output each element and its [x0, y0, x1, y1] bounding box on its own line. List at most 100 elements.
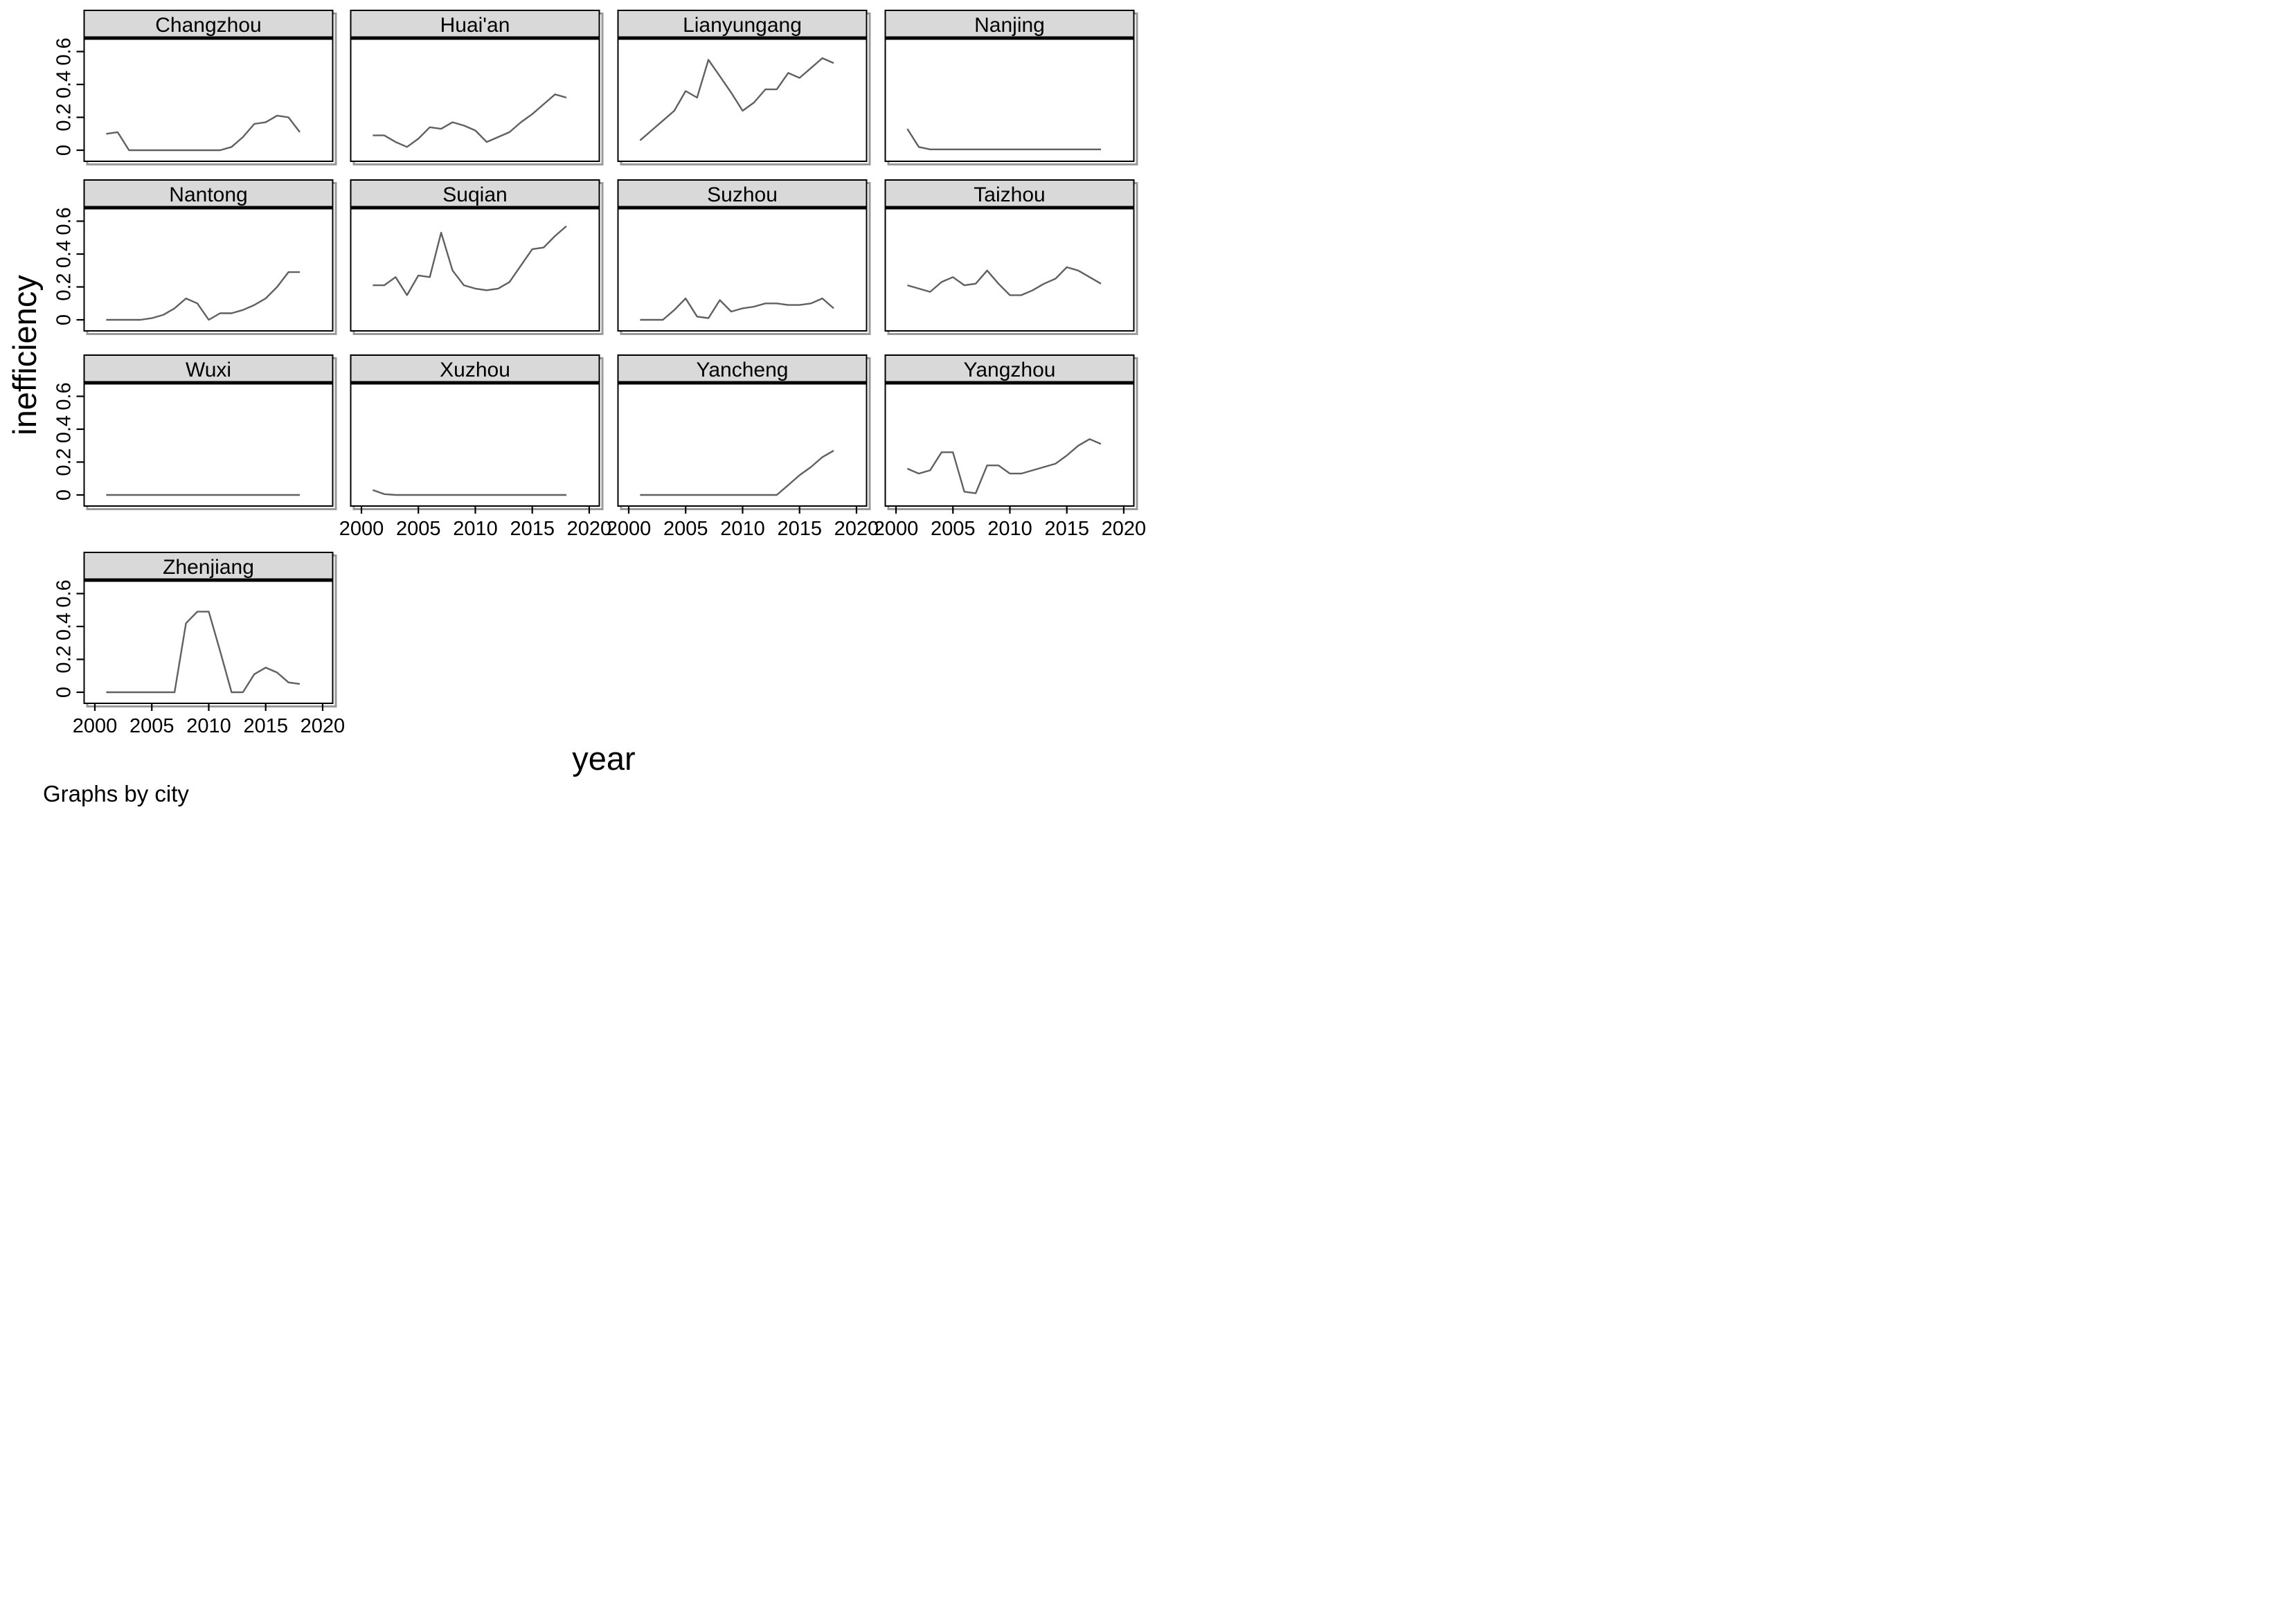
- panel-header: [83, 10, 334, 39]
- plot-area: [83, 207, 334, 332]
- y-tick-label: 0.6: [53, 579, 75, 607]
- x-axis-title: year: [572, 740, 635, 777]
- panel-title: Suqian: [442, 183, 507, 206]
- panel-header: [884, 354, 1135, 384]
- panel-header: [350, 354, 600, 384]
- x-tick-label: 2010: [987, 518, 1032, 540]
- series-line: [906, 128, 1101, 151]
- panel-zhenjiang: Zhenjiang 0 0.2 0.4 0.6 2000 2005 2010 2015 2020: [53, 552, 346, 737]
- panel-huaian: Huai'an: [350, 10, 604, 165]
- series-line: [373, 225, 567, 296]
- panel-changzhou: Changzhou 0 0.2 0.4 0.6: [53, 10, 337, 165]
- panel-header: [884, 10, 1135, 39]
- x-tick-label: 2020: [567, 518, 612, 540]
- x-tick-label: 2020: [834, 518, 879, 540]
- series-line: [373, 93, 567, 148]
- y-tick-label: 0: [53, 314, 75, 325]
- y-tick-label: 0.2: [53, 645, 75, 673]
- series-line: [106, 114, 301, 152]
- series-line: [640, 449, 834, 496]
- x-tick-label: 2015: [1044, 518, 1089, 540]
- x-tick-label: 2005: [129, 715, 174, 737]
- y-tick-label: 0: [53, 687, 75, 698]
- panel-header: [350, 179, 600, 208]
- panel-wuxi: Wuxi 0 0.2 0.4 0.6: [53, 354, 337, 510]
- x-tick-label: 2010: [453, 518, 498, 540]
- x-tick-label: 2005: [931, 518, 976, 540]
- plot-area: [884, 207, 1135, 332]
- panel-title: Changzhou: [155, 14, 261, 37]
- plot-area: [350, 37, 600, 162]
- panel-title: Suzhou: [707, 183, 778, 206]
- series-line: [640, 297, 834, 321]
- panel-title: Lianyungang: [683, 14, 802, 37]
- panel-title: Zhenjiang: [163, 556, 254, 579]
- y-tick-label: 0.4: [53, 71, 75, 98]
- y-tick-label: 0.6: [53, 207, 75, 235]
- y-tick-label: 0.6: [53, 37, 75, 65]
- series-line: [906, 438, 1102, 494]
- panel-lianyungang: Lianyungang: [617, 10, 871, 165]
- x-tick-label: 2000: [607, 518, 652, 540]
- series-line: [106, 611, 301, 694]
- plot-area: [83, 382, 334, 507]
- series-line: [106, 271, 300, 321]
- caption-graphs-by-city: Graphs by city: [43, 781, 189, 806]
- series-line: [639, 57, 834, 141]
- panel-title: Xuzhou: [440, 359, 510, 381]
- panel-title: Taizhou: [974, 183, 1045, 206]
- plot-area: [350, 207, 600, 332]
- faceted-line-chart: Changzhou 0 0.2 0.4 0.6 Huai'an Lianyungang Nan…: [0, 0, 1147, 812]
- x-tick-label: 2015: [243, 715, 288, 737]
- panel-title: Yancheng: [697, 359, 789, 381]
- figure-canvas: Changzhou 0 0.2 0.4 0.6 Huai'an Lianyungang Nan…: [0, 0, 1147, 812]
- series-line: [907, 266, 1102, 296]
- y-tick-label: 0.2: [53, 273, 75, 300]
- y-tick-label: 0.4: [53, 240, 75, 268]
- y-tick-label: 0.2: [53, 448, 75, 476]
- series-line: [372, 489, 566, 496]
- plot-area: [617, 207, 868, 332]
- panel-taizhou: Taizhou: [884, 179, 1138, 335]
- panel-suzhou: Suzhou: [617, 179, 871, 335]
- plot-area: [884, 382, 1135, 507]
- panel-xuzhou: Xuzhou 2000 2005 2010 2015 2020: [339, 354, 612, 540]
- x-tick-label: 2015: [777, 518, 822, 540]
- y-tick-label: 0: [53, 145, 75, 156]
- panel-title: Nantong: [169, 183, 247, 206]
- plot-area: [350, 382, 600, 507]
- y-axis-title: inefficiency: [6, 275, 43, 435]
- panel-header: [617, 354, 868, 384]
- y-tick-label: 0.2: [53, 103, 75, 131]
- panel-title: Huai'an: [440, 14, 510, 37]
- panel-header: [617, 10, 868, 39]
- y-tick-label: 0.6: [53, 382, 75, 410]
- x-tick-label: 2000: [874, 518, 919, 540]
- y-tick-label: 0.4: [53, 613, 75, 640]
- panel-header: [83, 552, 334, 581]
- plot-area: [617, 37, 868, 162]
- plot-area: [83, 37, 334, 162]
- panel-nanjing: Nanjing: [884, 10, 1138, 165]
- x-tick-label: 2005: [396, 518, 441, 540]
- x-tick-label: 2010: [720, 518, 765, 540]
- panel-title: Yangzhou: [964, 359, 1056, 381]
- x-tick-label: 2020: [1102, 518, 1147, 540]
- x-tick-label: 2005: [663, 518, 708, 540]
- y-tick-label: 0: [53, 489, 75, 500]
- panel-yangzhou: Yangzhou 2000 2005 2010 2015 2020: [874, 354, 1147, 540]
- panel-nantong: Nantong 0 0.2 0.4 0.6: [53, 179, 337, 335]
- panel-yancheng: Yancheng 2000 2005 2010 2015 2020: [607, 354, 879, 540]
- x-tick-label: 2015: [510, 518, 555, 540]
- panel-title: Nanjing: [974, 14, 1045, 37]
- panel-header: [617, 179, 868, 208]
- y-tick-label: 0.4: [53, 415, 75, 443]
- x-tick-label: 2010: [186, 715, 231, 737]
- x-tick-label: 2020: [301, 715, 346, 737]
- panel-header: [83, 354, 334, 384]
- panel-title: Wuxi: [186, 359, 231, 381]
- plot-area: [884, 37, 1135, 162]
- x-tick-label: 2000: [339, 518, 384, 540]
- x-tick-label: 2000: [73, 715, 118, 737]
- plot-area: [83, 579, 334, 704]
